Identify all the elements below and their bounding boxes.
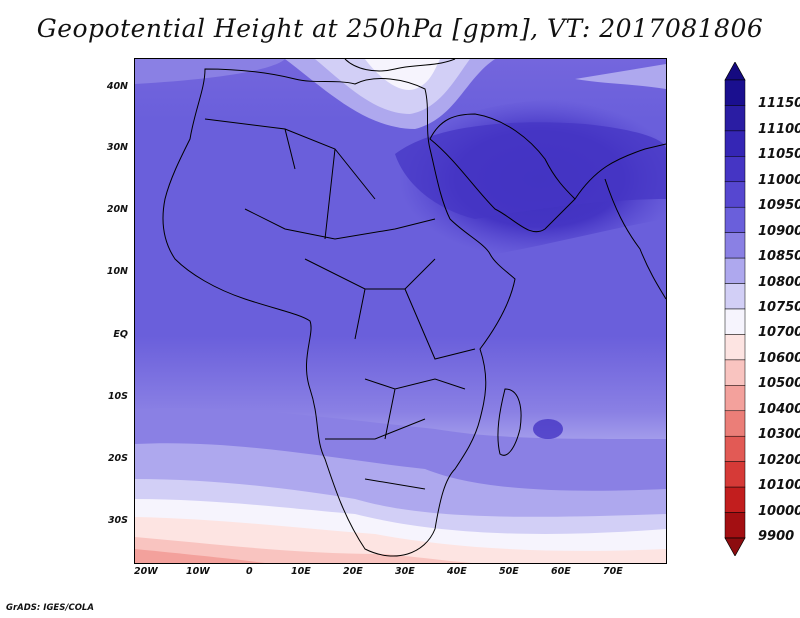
country-borders bbox=[204, 118, 476, 490]
map-panel bbox=[134, 58, 667, 564]
lon-label-50e: 50E bbox=[499, 566, 519, 577]
lon-label-60e: 60E bbox=[551, 566, 571, 577]
colorbar-label: 10200 bbox=[758, 452, 800, 468]
lon-label-0: 0 bbox=[246, 566, 253, 577]
lon-label-70e: 70E bbox=[603, 566, 623, 577]
colorbar-label: 11000 bbox=[758, 172, 800, 188]
colorbar-label: 11050 bbox=[758, 147, 800, 163]
med-trough-center bbox=[365, 59, 440, 90]
lat-label-30n: 30N bbox=[106, 142, 128, 153]
lat-label-10n: 10N bbox=[106, 266, 128, 277]
arabia-outline bbox=[429, 113, 576, 233]
geopotential-field bbox=[135, 59, 666, 563]
colorbar-cell bbox=[724, 308, 746, 335]
high-core bbox=[395, 122, 666, 219]
colorbar bbox=[724, 62, 746, 556]
coastlines bbox=[162, 59, 666, 557]
colorbar-label: 10750 bbox=[758, 300, 800, 315]
colorbar-label: 10850 bbox=[758, 249, 800, 265]
colorbar-cell bbox=[724, 385, 746, 412]
lat-label-30s: 30S bbox=[107, 515, 128, 526]
lon-label-30e: 30E bbox=[395, 566, 415, 577]
credit-text: GrADS: IGES/COLA bbox=[6, 603, 94, 613]
colorbar-cell bbox=[724, 486, 746, 513]
colorbar-cell bbox=[724, 232, 746, 259]
lat-label-20n: 20N bbox=[106, 204, 128, 215]
africa-outline bbox=[162, 68, 516, 557]
lat-label-20s: 20S bbox=[107, 453, 128, 464]
colorbar-label: 10300 bbox=[758, 427, 800, 443]
colorbar-cell bbox=[724, 410, 746, 437]
colorbar-label: 10900 bbox=[758, 223, 800, 239]
colorbar-cell bbox=[724, 156, 746, 183]
colorbar-label: 9900 bbox=[758, 529, 795, 544]
lat-label-10s: 10S bbox=[107, 391, 128, 402]
europe-coast bbox=[344, 59, 456, 72]
nw-contour bbox=[135, 59, 285, 84]
lon-label-10e: 10E bbox=[291, 566, 311, 577]
colorbar-cell bbox=[724, 257, 746, 284]
colorbar-label: 10400 bbox=[758, 401, 800, 417]
lat-label-40n: 40N bbox=[106, 81, 128, 92]
colorbar-cell bbox=[724, 512, 746, 539]
ne-contour bbox=[575, 64, 666, 89]
colorbar-label: 10950 bbox=[758, 198, 800, 214]
colorbar-cell bbox=[724, 334, 746, 361]
mascarene-spot bbox=[533, 419, 563, 439]
lon-label-10w: 10W bbox=[186, 566, 210, 577]
colorbar-cell bbox=[724, 130, 746, 157]
asia-coast bbox=[574, 143, 666, 200]
colorbar-cell bbox=[724, 105, 746, 132]
colorbar-cell bbox=[724, 206, 746, 233]
map-title: Geopotential Height at 250hPa [gpm], VT:… bbox=[36, 14, 764, 43]
colorbar-label: 10500 bbox=[758, 376, 800, 392]
colorbar-cell bbox=[724, 181, 746, 208]
lon-label-40e: 40E bbox=[447, 566, 467, 577]
colorbar-label: 11150 bbox=[758, 96, 800, 112]
colorbar-bottom-arrow bbox=[724, 537, 746, 556]
colorbar-label: 10800 bbox=[758, 274, 800, 290]
colorbar-label: 11100 bbox=[758, 121, 800, 137]
colorbar-label: 10700 bbox=[758, 325, 800, 341]
band-10400 bbox=[135, 549, 265, 563]
colorbar-label: 10000 bbox=[758, 503, 800, 519]
lat-label-eq: EQ bbox=[113, 329, 128, 340]
colorbar-cell bbox=[724, 79, 746, 106]
colorbar-cell bbox=[724, 461, 746, 488]
colorbar-cell bbox=[724, 359, 746, 386]
colorbar-cell bbox=[724, 435, 746, 462]
colorbar-top-arrow bbox=[724, 62, 746, 81]
colorbar-label: 10100 bbox=[758, 478, 800, 494]
lon-label-20e: 20E bbox=[343, 566, 363, 577]
madagascar-outline bbox=[497, 388, 522, 456]
colorbar-label: 10600 bbox=[758, 350, 800, 366]
colorbar-cell bbox=[724, 283, 746, 310]
india-coast bbox=[604, 178, 666, 300]
lon-label-20w: 20W bbox=[134, 566, 158, 577]
